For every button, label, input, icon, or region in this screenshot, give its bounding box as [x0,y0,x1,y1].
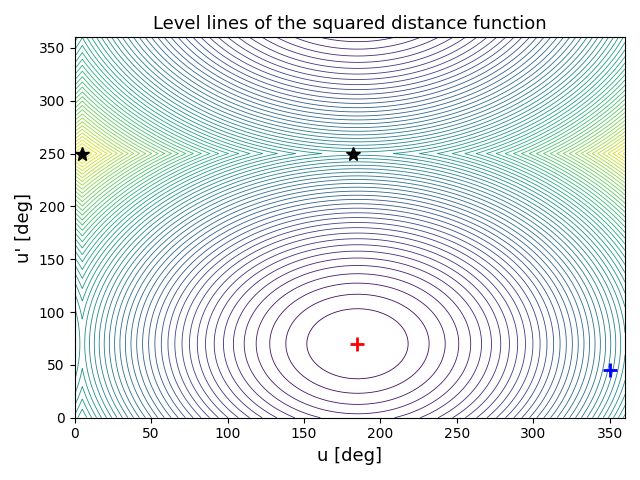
Title: Level lines of the squared distance function: Level lines of the squared distance func… [153,15,547,33]
X-axis label: u [deg]: u [deg] [317,447,382,465]
Y-axis label: u' [deg]: u' [deg] [15,192,33,263]
